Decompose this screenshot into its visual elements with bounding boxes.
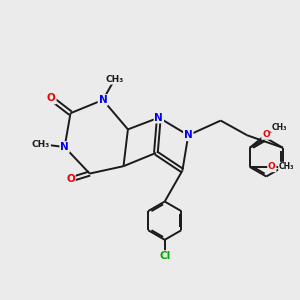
Text: O: O <box>268 162 276 171</box>
Text: N: N <box>184 130 193 140</box>
Text: Cl: Cl <box>159 251 170 261</box>
Text: N: N <box>98 95 107 105</box>
Text: CH₃: CH₃ <box>272 123 287 132</box>
Text: N: N <box>60 142 69 152</box>
Text: CH₃: CH₃ <box>32 140 50 148</box>
Text: O: O <box>66 174 75 184</box>
Text: O: O <box>47 94 56 103</box>
Text: CH₃: CH₃ <box>106 75 124 84</box>
Text: N: N <box>154 112 163 123</box>
Text: CH₃: CH₃ <box>279 162 294 171</box>
Text: O: O <box>262 130 270 139</box>
